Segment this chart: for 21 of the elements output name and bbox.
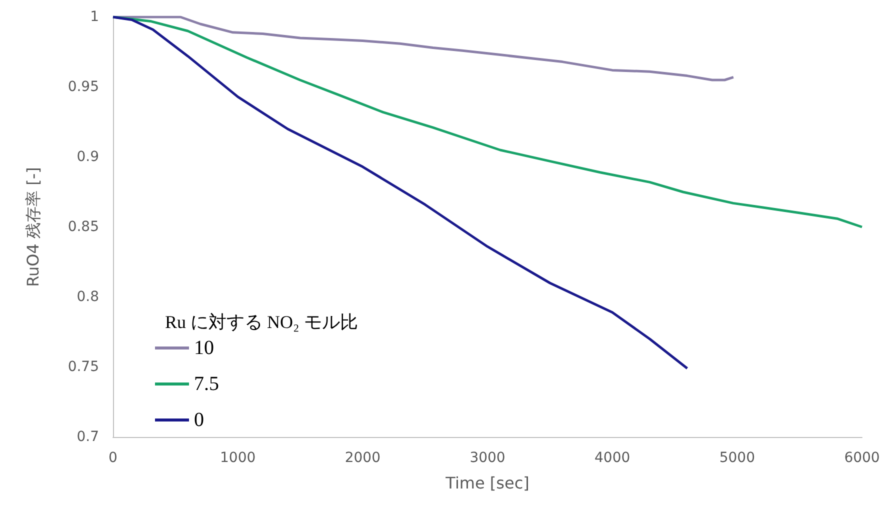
x-tick-label: 4000 [594,450,630,466]
x-tick-label: 5000 [719,450,755,466]
y-tick-label: 0.85 [68,219,99,235]
x-tick-label: 2000 [344,450,380,466]
y-tick-label: 0.8 [76,289,99,305]
x-tick-label: 6000 [844,450,880,466]
y-tick-label: 0.75 [68,359,99,375]
y-tick-label: 0.7 [76,429,99,445]
legend-label: 7.5 [194,373,219,395]
x-axis-title: Time [sec] [444,474,530,492]
legend-title: Ru に対する NO₂ モル比 [165,312,358,332]
line-series [112,16,688,370]
x-tick-label: 3000 [470,450,506,466]
y-tick-label: 1 [90,9,99,25]
x-tick-label: 1000 [220,450,256,466]
y-tick-label: 0.9 [76,149,99,165]
y-tick-label: 0.95 [68,79,99,95]
y-axis-title: RuO4 残存率 [-] [24,167,42,287]
legend-label: 10 [194,337,214,359]
legend-label: 0 [194,409,204,431]
x-tick-label: 0 [108,450,118,466]
